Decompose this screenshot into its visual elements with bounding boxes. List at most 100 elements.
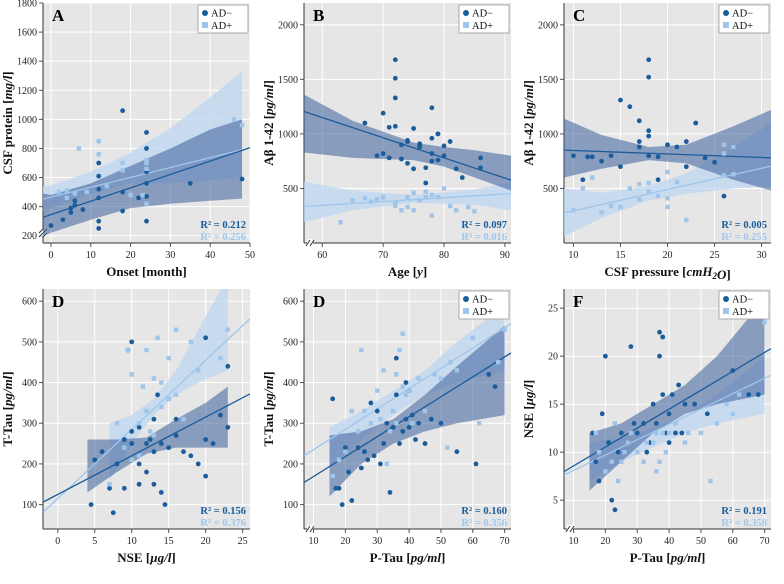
panel-6: 5 10 15 20 25 10 20 30 40 50 60 70 F AD−AD+ R² = 0.191…	[521, 289, 771, 565]
data-point-ad-neg	[155, 392, 160, 398]
data-point-ad-neg	[406, 424, 412, 430]
data-point-ad-neg	[380, 151, 386, 156]
legend-marker-ad-pos	[723, 308, 729, 314]
data-point-ad-pos	[628, 430, 634, 436]
data-point-ad-neg	[631, 421, 637, 426]
data-point-ad-neg	[603, 353, 608, 359]
legend-label-ad-neg: AD−	[732, 9, 753, 20]
data-point-ad-pos	[122, 445, 127, 450]
data-point-ad-neg	[399, 156, 404, 162]
r-squared-ad-neg: R² = 0.212	[200, 220, 246, 231]
data-point-ad-pos	[646, 180, 651, 186]
y-axis-break-mark	[38, 228, 48, 238]
data-point-ad-pos	[466, 204, 471, 210]
regression-line-ad-pos	[564, 374, 771, 476]
data-point-ad-neg	[349, 498, 355, 503]
data-point-ad-pos	[673, 421, 678, 426]
x-tick-label: 5	[92, 536, 97, 547]
data-point-ad-pos	[411, 190, 416, 196]
data-point-ad-pos	[120, 160, 125, 166]
r-squared-ad-pos: R² = 0.016	[461, 232, 507, 243]
data-point-ad-neg	[393, 355, 399, 361]
data-point-ad-pos	[615, 478, 621, 484]
data-point-ad-neg	[417, 144, 423, 150]
data-point-ad-pos	[448, 360, 453, 365]
data-point-ad-pos	[76, 146, 82, 151]
data-point-ad-neg	[429, 151, 435, 156]
data-point-ad-neg	[454, 449, 460, 455]
data-point-ad-neg	[60, 217, 66, 223]
y-tick-label: 500	[22, 337, 37, 348]
data-point-ad-pos	[762, 320, 767, 325]
data-point-ad-pos	[599, 210, 604, 215]
data-point-ad-neg	[660, 334, 666, 340]
y-tick-label: 1000	[538, 129, 558, 140]
data-point-ad-pos	[173, 392, 179, 397]
data-point-ad-pos	[72, 191, 78, 196]
data-point-ad-neg	[429, 105, 435, 111]
legend-marker-ad-pos	[723, 22, 729, 28]
data-point-ad-pos	[650, 440, 656, 445]
data-point-ad-neg	[362, 120, 368, 126]
r-squared-ad-neg: R² = 0.005	[721, 220, 767, 231]
y-tick-label: 500	[283, 184, 298, 195]
data-point-ad-neg	[144, 180, 149, 186]
panel-letter: D	[52, 292, 64, 311]
data-point-ad-neg	[187, 180, 193, 186]
data-point-ad-neg	[88, 502, 94, 507]
data-point-ad-neg	[403, 416, 409, 422]
data-point-ad-neg	[129, 339, 135, 345]
data-point-ad-pos	[368, 421, 374, 426]
data-point-ad-pos	[596, 450, 602, 455]
data-point-ad-neg	[627, 104, 633, 110]
data-point-ad-neg	[609, 497, 615, 503]
data-point-ad-neg	[646, 57, 652, 63]
data-point-ad-neg	[423, 180, 429, 186]
data-point-ad-neg	[387, 489, 393, 495]
data-point-ad-pos	[128, 192, 133, 198]
data-point-ad-neg	[405, 139, 410, 144]
data-point-ad-pos	[635, 450, 640, 455]
data-point-ad-pos	[96, 138, 101, 144]
data-point-ad-neg	[355, 445, 361, 451]
data-point-ad-neg	[96, 195, 102, 201]
data-point-ad-pos	[655, 193, 661, 199]
data-point-ad-neg	[618, 97, 623, 103]
data-point-ad-neg	[48, 223, 54, 228]
data-point-ad-pos	[104, 184, 109, 189]
data-point-ad-pos	[400, 384, 405, 389]
data-point-ad-neg	[147, 437, 153, 442]
data-point-ad-neg	[636, 139, 642, 144]
legend-label-ad-neg: AD−	[211, 9, 232, 20]
data-point-ad-pos	[159, 404, 164, 410]
legend-label-ad-neg: AD−	[472, 295, 493, 306]
x-tick-label: 90	[500, 250, 510, 261]
data-point-ad-neg	[144, 441, 149, 446]
data-point-ad-pos	[674, 179, 680, 185]
data-point-ad-neg	[669, 392, 675, 397]
data-point-ad-pos	[609, 459, 614, 464]
data-point-ad-pos	[362, 408, 367, 414]
plot-area	[304, 305, 511, 507]
data-point-ad-neg	[392, 75, 398, 81]
data-point-ad-neg	[612, 507, 618, 513]
data-point-ad-neg	[144, 194, 149, 199]
data-point-ad-pos	[144, 166, 149, 172]
data-point-ad-pos	[378, 416, 383, 422]
y-tick-label: 500	[543, 184, 558, 195]
x-tick-label: 70	[760, 536, 770, 547]
regression-line-ad-pos	[304, 192, 511, 208]
data-point-ad-pos	[422, 408, 428, 414]
y-tick-label: 200	[22, 231, 37, 242]
data-point-ad-neg	[459, 175, 465, 180]
data-point-ad-neg	[195, 461, 201, 467]
data-point-ad-neg	[96, 173, 102, 179]
x-tick-label: 20	[126, 250, 136, 261]
data-point-ad-pos	[612, 421, 618, 426]
data-point-ad-pos	[394, 421, 399, 426]
data-point-ad-neg	[435, 131, 441, 137]
plot-area	[564, 57, 771, 237]
data-point-ad-neg	[453, 166, 459, 172]
data-point-ad-neg	[416, 420, 422, 426]
data-point-ad-neg	[166, 445, 172, 451]
